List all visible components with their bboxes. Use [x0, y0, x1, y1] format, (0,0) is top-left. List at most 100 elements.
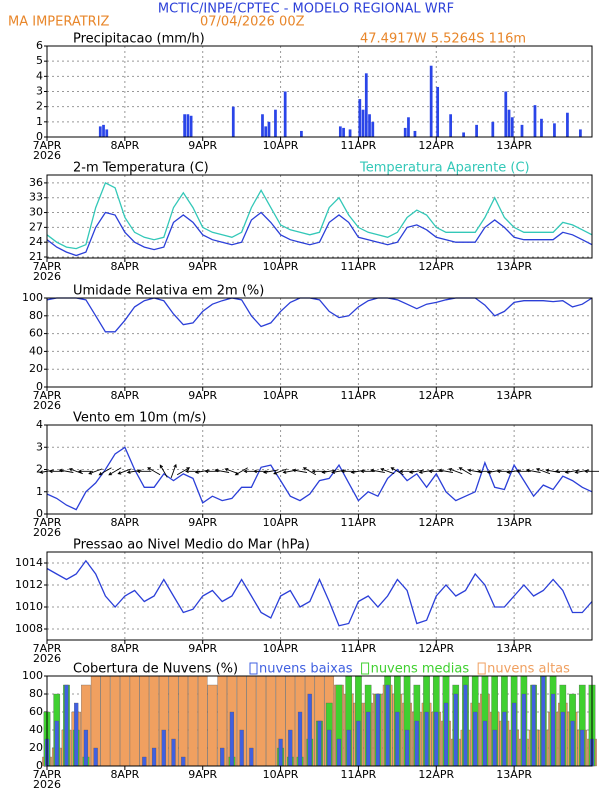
precip-bar [403, 127, 407, 137]
x-tick-label: 12APR [418, 768, 454, 781]
cloud-bar [317, 720, 322, 767]
precip-bar [368, 114, 371, 137]
x-tick-label: 13APR [496, 768, 532, 781]
wind-arrow [58, 468, 74, 473]
wind-arrow [147, 467, 161, 476]
x-tick-label: 7APR [33, 642, 62, 655]
x-tick-label: 9APR [188, 389, 217, 402]
x-tick-label: 13APR [496, 516, 532, 529]
x-tick-label: 7APR [33, 768, 62, 781]
cloud-bar [502, 711, 507, 767]
x-year-label: 2026 [33, 270, 61, 283]
x-tick-label: 9APR [188, 139, 217, 152]
precip-bar [566, 112, 569, 137]
x-year-label: 2026 [33, 399, 61, 412]
wind-arrow [136, 469, 152, 474]
cloud-bar [434, 711, 439, 767]
plot-frame [46, 45, 593, 138]
x-tick-label: 13APR [496, 642, 532, 655]
y-tick-label: 0 [36, 130, 43, 143]
cloud-bar [229, 711, 235, 767]
precip-bar [371, 121, 375, 137]
wind-arrow [535, 467, 551, 475]
precip-bar [491, 121, 495, 137]
y-tick-label: 3 [36, 85, 43, 98]
wind-arrow [214, 468, 230, 473]
cloud-bar [139, 675, 150, 767]
wind-arrow [525, 468, 541, 473]
cloud-bar [356, 720, 361, 767]
precip-bar [504, 91, 508, 137]
y-tick-label: 2 [36, 463, 43, 476]
cloud-bar [521, 693, 526, 767]
x-tick-label: 12APR [418, 642, 454, 655]
y-tick-label: 1008 [15, 622, 43, 635]
precip-bar [358, 99, 362, 137]
legend-swatch [477, 662, 486, 675]
y-tick-label: 0 [36, 759, 43, 772]
x-tick-label: 9APR [188, 768, 217, 781]
x-tick-label: 7APR [33, 389, 62, 402]
cloud-bar [336, 738, 342, 767]
y-tick-label: 60 [29, 327, 43, 340]
wind-arrow [234, 467, 248, 476]
cloud-bar [188, 675, 198, 767]
wind-arrow [390, 467, 404, 476]
cloud-bar [74, 702, 79, 767]
cloud-bar [288, 729, 293, 767]
cloud-bar [375, 693, 380, 767]
cloud-bar [83, 729, 89, 767]
cloud-bar [327, 729, 332, 767]
y-tick-label: 36 [29, 176, 43, 189]
cloud-bar [181, 756, 186, 767]
precip-bar [264, 126, 268, 137]
series-line [46, 297, 593, 333]
x-tick-label: 11APR [341, 642, 377, 655]
precip-bar [429, 65, 433, 137]
wind-arrow [458, 467, 472, 476]
cloud-bar [395, 711, 400, 767]
cloud-bar [424, 711, 429, 767]
run-date: 07/04/2026 00Z [200, 15, 305, 30]
x-year-label: 2026 [33, 778, 61, 791]
y-tick-label: 0 [36, 380, 43, 393]
x-tick-label: 7APR [33, 516, 62, 529]
cloud-bar [197, 675, 208, 767]
precip-bar [348, 129, 352, 137]
y-tick-label: 4 [36, 69, 43, 82]
series-line [46, 181, 593, 250]
x-tick-label: 8APR [110, 642, 139, 655]
cloud-bar [531, 684, 536, 767]
precip-bar [413, 130, 417, 137]
precip-bar [520, 124, 524, 137]
wind-arrow [380, 467, 395, 475]
cloud-bar [473, 711, 478, 767]
legend-swatch [249, 662, 258, 675]
legend-swatch [361, 662, 370, 675]
precip-bar [183, 114, 186, 137]
y-tick-label: 2 [36, 100, 43, 113]
x-tick-label: 10APR [263, 642, 299, 655]
cloud-bar [297, 711, 303, 767]
y-tick-label: 40 [29, 723, 43, 736]
x-tick-label: 9APR [188, 260, 217, 273]
wind-arrow [98, 467, 112, 476]
cloud-bar [93, 747, 98, 767]
x-tick-label: 8APR [110, 516, 139, 529]
precip-bar [98, 126, 102, 137]
wind-arrow [438, 468, 453, 473]
x-tick-label: 12APR [418, 139, 454, 152]
y-tick-label: 60 [29, 705, 43, 718]
cloud-bar [207, 684, 218, 767]
cloud-bar [120, 675, 130, 767]
chart-title: Pressao ao Nivel Medio do Mar (hPa) [73, 538, 310, 553]
x-tick-label: 7APR [33, 260, 62, 273]
cloud-bar [512, 702, 517, 767]
precip-bar [553, 123, 556, 137]
x-tick-label: 9APR [188, 642, 217, 655]
x-tick-label: 11APR [341, 768, 377, 781]
legend-label: nuvens baixas [259, 662, 353, 677]
cloud-bar [266, 675, 276, 767]
x-tick-label: 10APR [263, 139, 299, 152]
x-tick-label: 10APR [263, 768, 299, 781]
